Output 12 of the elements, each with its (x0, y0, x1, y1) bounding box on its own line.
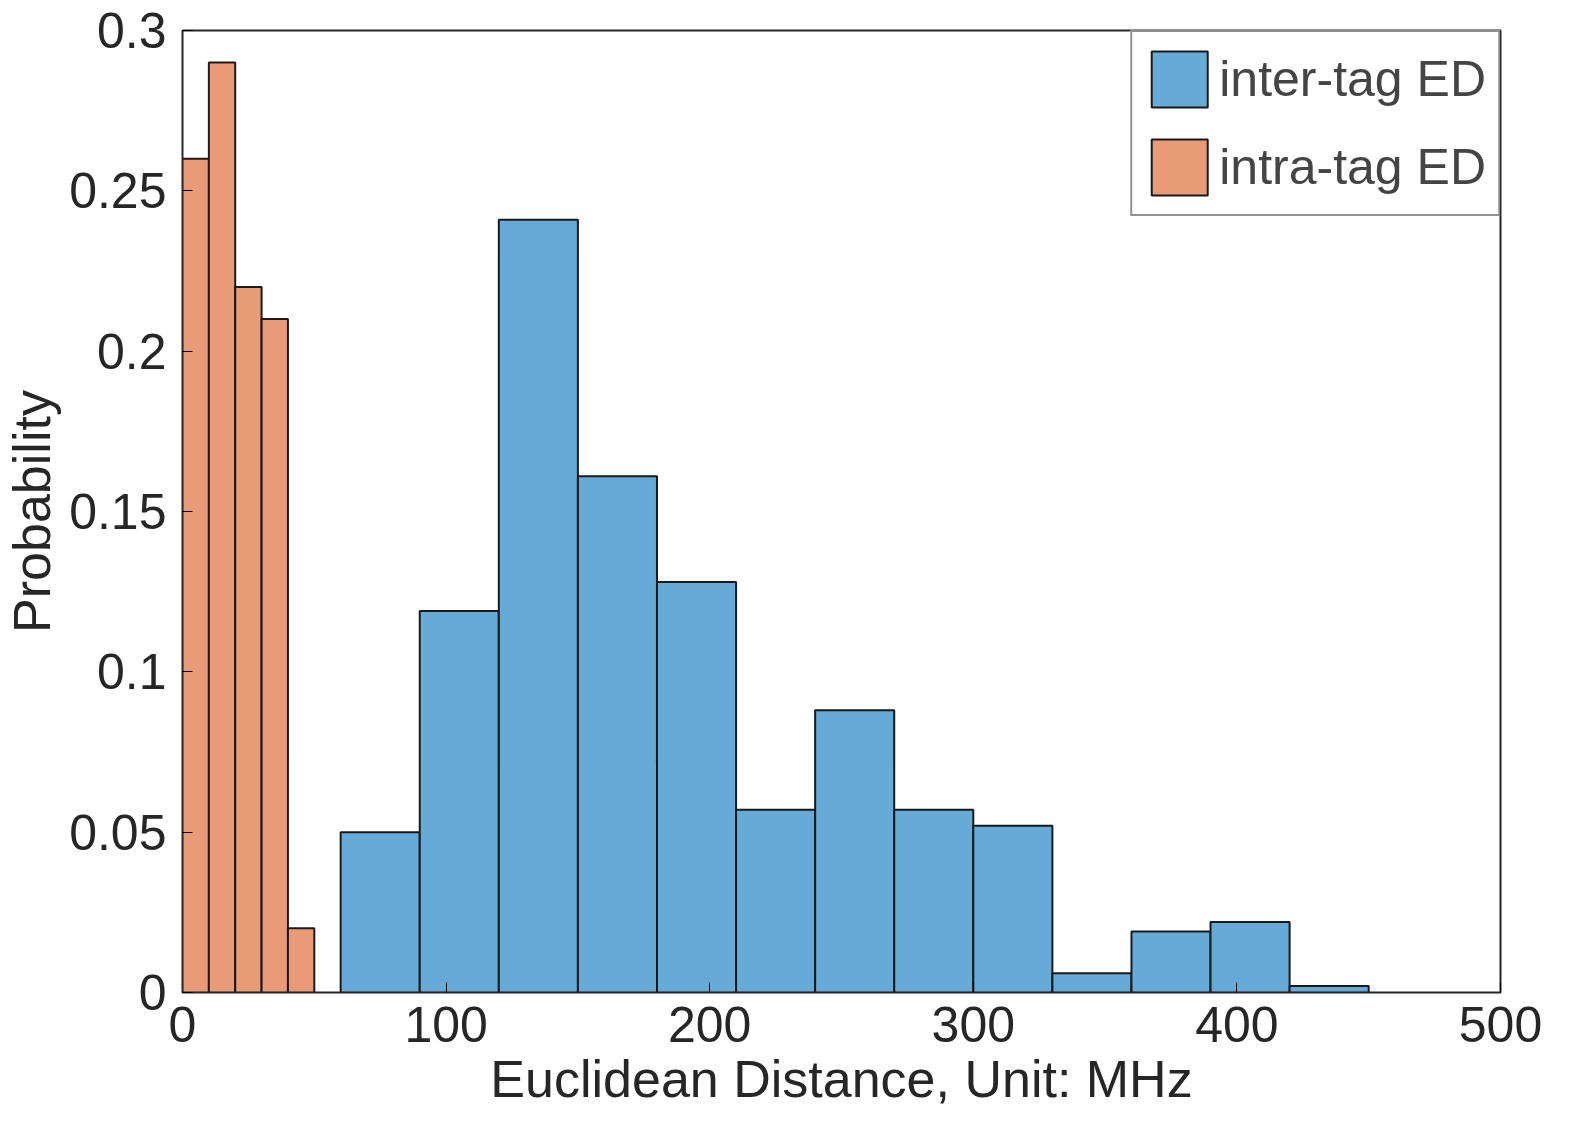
x-tick-label: 100 (404, 996, 488, 1053)
y-tick-label: 0.2 (96, 323, 167, 380)
x-tick-label: 500 (1458, 996, 1543, 1053)
y-tick-label: 0.15 (69, 484, 167, 540)
y-axis-title: Probability (3, 390, 62, 633)
x-tick-label: 400 (1195, 996, 1279, 1053)
y-tick-label: 0.1 (96, 644, 167, 701)
legend-label: inter-tag ED (1219, 50, 1486, 109)
y-tick-label: 0.25 (69, 163, 167, 220)
legend-label: intra-tag ED (1219, 138, 1486, 197)
y-tick-label: 0.3 (96, 3, 167, 59)
y-tick-label: 0.05 (69, 804, 167, 861)
